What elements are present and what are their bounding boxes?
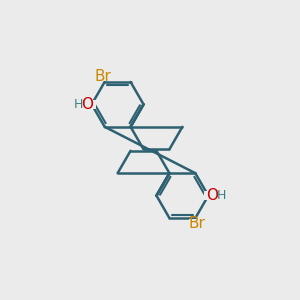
FancyBboxPatch shape: [205, 191, 225, 200]
Text: ·: ·: [81, 98, 85, 108]
Text: ·: ·: [215, 190, 219, 200]
FancyBboxPatch shape: [96, 73, 110, 81]
FancyBboxPatch shape: [75, 100, 95, 109]
Text: Br: Br: [95, 69, 112, 84]
Text: O: O: [82, 97, 94, 112]
Text: O: O: [206, 188, 218, 203]
Text: Br: Br: [188, 216, 205, 231]
FancyBboxPatch shape: [190, 219, 204, 227]
Text: H: H: [217, 189, 226, 202]
Text: H: H: [74, 98, 83, 111]
